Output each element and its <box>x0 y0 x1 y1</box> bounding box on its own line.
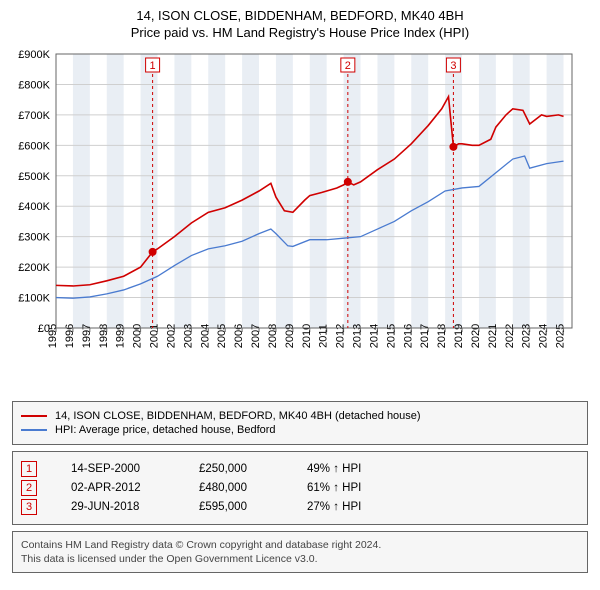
event-diff: 49% ↑ HPI <box>307 463 579 475</box>
svg-text:2014: 2014 <box>368 324 380 348</box>
legend-row: 14, ISON CLOSE, BIDDENHAM, BEDFORD, MK40… <box>21 410 579 422</box>
svg-text:£700K: £700K <box>18 110 50 122</box>
svg-text:1999: 1999 <box>115 324 127 348</box>
svg-text:£400K: £400K <box>18 201 50 213</box>
event-number-box: 1 <box>21 461 37 477</box>
legend-swatch <box>21 415 47 417</box>
svg-text:2004: 2004 <box>199 324 211 348</box>
title-line1: 14, ISON CLOSE, BIDDENHAM, BEDFORD, MK40… <box>8 8 592 25</box>
svg-text:1: 1 <box>150 60 156 72</box>
line-chart: £0£100K£200K£300K£400K£500K£600K£700K£80… <box>8 48 578 393</box>
svg-text:1998: 1998 <box>98 324 110 348</box>
svg-text:£300K: £300K <box>18 231 50 243</box>
svg-text:2006: 2006 <box>233 324 245 348</box>
event-diff: 27% ↑ HPI <box>307 501 579 513</box>
license-box: Contains HM Land Registry data © Crown c… <box>12 531 588 573</box>
svg-text:2016: 2016 <box>402 324 414 348</box>
svg-text:2017: 2017 <box>419 324 431 348</box>
svg-text:2010: 2010 <box>301 324 313 348</box>
svg-text:£900K: £900K <box>18 49 50 61</box>
legend-row: HPI: Average price, detached house, Bedf… <box>21 424 579 436</box>
event-row: 3 29-JUN-2018 £595,000 27% ↑ HPI <box>21 499 579 515</box>
event-date: 02-APR-2012 <box>71 482 171 494</box>
svg-text:2013: 2013 <box>352 324 364 348</box>
legend-swatch <box>21 429 47 431</box>
event-price: £595,000 <box>199 501 279 513</box>
svg-text:2022: 2022 <box>504 324 516 348</box>
svg-text:£500K: £500K <box>18 171 50 183</box>
svg-text:£100K: £100K <box>18 292 50 304</box>
svg-text:2002: 2002 <box>165 324 177 348</box>
svg-text:2019: 2019 <box>453 324 465 348</box>
svg-text:2007: 2007 <box>250 324 262 348</box>
svg-text:2008: 2008 <box>267 324 279 348</box>
svg-text:£600K: £600K <box>18 140 50 152</box>
legend-label: 14, ISON CLOSE, BIDDENHAM, BEDFORD, MK40… <box>55 410 421 422</box>
svg-text:2: 2 <box>345 60 351 72</box>
svg-text:2023: 2023 <box>521 324 533 348</box>
legend-label: HPI: Average price, detached house, Bedf… <box>55 424 276 436</box>
svg-text:2001: 2001 <box>149 324 161 348</box>
svg-text:£200K: £200K <box>18 262 50 274</box>
license-line2: This data is licensed under the Open Gov… <box>21 552 579 566</box>
event-number-box: 3 <box>21 499 37 515</box>
event-row: 1 14-SEP-2000 £250,000 49% ↑ HPI <box>21 461 579 477</box>
svg-text:£800K: £800K <box>18 79 50 91</box>
event-date: 14-SEP-2000 <box>71 463 171 475</box>
svg-text:2015: 2015 <box>385 324 397 348</box>
event-price: £250,000 <box>199 463 279 475</box>
event-number-box: 2 <box>21 480 37 496</box>
svg-text:1996: 1996 <box>64 324 76 348</box>
chart-title-block: 14, ISON CLOSE, BIDDENHAM, BEDFORD, MK40… <box>8 8 592 42</box>
svg-text:1997: 1997 <box>81 324 93 348</box>
svg-text:3: 3 <box>450 60 456 72</box>
svg-text:2024: 2024 <box>538 324 550 348</box>
svg-text:2005: 2005 <box>216 324 228 348</box>
license-line1: Contains HM Land Registry data © Crown c… <box>21 538 579 552</box>
event-row: 2 02-APR-2012 £480,000 61% ↑ HPI <box>21 480 579 496</box>
svg-text:2003: 2003 <box>182 324 194 348</box>
legend-box: 14, ISON CLOSE, BIDDENHAM, BEDFORD, MK40… <box>12 401 588 445</box>
event-price: £480,000 <box>199 482 279 494</box>
chart-container: £0£100K£200K£300K£400K£500K£600K£700K£80… <box>8 48 578 393</box>
event-diff: 61% ↑ HPI <box>307 482 579 494</box>
svg-text:2021: 2021 <box>487 324 499 348</box>
svg-text:2025: 2025 <box>555 324 567 348</box>
svg-text:2012: 2012 <box>335 324 347 348</box>
svg-text:2020: 2020 <box>470 324 482 348</box>
event-date: 29-JUN-2018 <box>71 501 171 513</box>
events-table: 1 14-SEP-2000 £250,000 49% ↑ HPI 2 02-APR-201… <box>12 451 588 525</box>
svg-text:2000: 2000 <box>132 324 144 348</box>
svg-text:2018: 2018 <box>436 324 448 348</box>
svg-text:1995: 1995 <box>47 324 59 348</box>
title-line2: Price paid vs. HM Land Registry's House … <box>8 25 592 42</box>
svg-text:2009: 2009 <box>284 324 296 348</box>
